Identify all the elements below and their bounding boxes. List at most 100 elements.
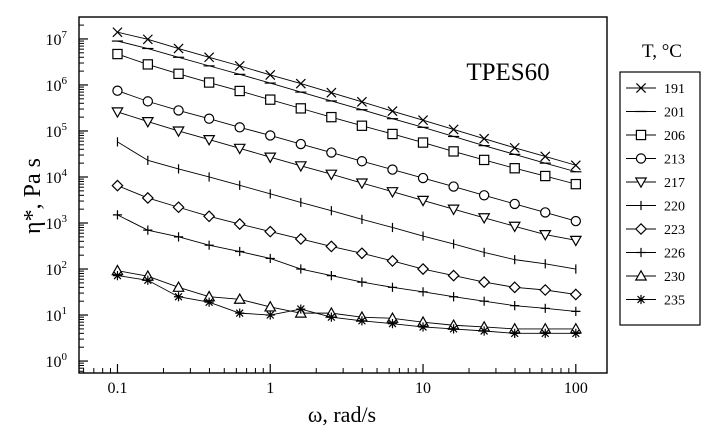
- data-point: [172, 201, 185, 214]
- data-point: [569, 235, 583, 247]
- x-axis-ticks: 0.1 1 10 100: [83, 364, 588, 397]
- legend-label: 217: [664, 176, 685, 191]
- data-point: [509, 142, 520, 153]
- data-point: [540, 151, 551, 162]
- data-point: [141, 116, 155, 129]
- data-point: [477, 213, 491, 225]
- data-point: [204, 240, 214, 250]
- legend-label: 230: [664, 270, 685, 285]
- data-point: [569, 288, 582, 301]
- data-point: [326, 111, 337, 123]
- data-point: [172, 280, 185, 292]
- data-point: [112, 48, 123, 60]
- data-point: [570, 215, 582, 227]
- data-point: [570, 178, 582, 190]
- data-point: [386, 254, 399, 267]
- y-tick-label: 104: [46, 167, 68, 187]
- data-point: [355, 178, 369, 190]
- data-point: [387, 164, 398, 175]
- data-point: [447, 269, 460, 282]
- data-point: [447, 204, 460, 216]
- data-point: [265, 253, 275, 264]
- data-point: [509, 163, 520, 174]
- series-line: [117, 275, 576, 334]
- legend-label: 201: [664, 106, 685, 121]
- y-axis-label: η*, Pa s: [20, 158, 46, 234]
- data-point: [233, 143, 246, 155]
- x-tick-label: 1: [266, 380, 274, 397]
- data-point: [508, 221, 521, 233]
- legend-label: 226: [664, 247, 685, 262]
- data-point: [570, 160, 581, 171]
- series-line: [117, 185, 576, 295]
- data-point: [111, 179, 124, 192]
- legend-marker: [634, 177, 648, 189]
- legend-marker: [635, 129, 647, 141]
- data-point: [294, 232, 307, 246]
- data-point: [204, 52, 215, 63]
- legend: T, °C 191 201 206 213 217 220 223 226 230 235: [619, 41, 701, 326]
- x-tick-label: 0.1: [107, 380, 127, 397]
- data-point: [233, 292, 246, 304]
- data-point: [387, 106, 398, 117]
- legend-marker: [634, 269, 648, 281]
- data-point: [142, 96, 154, 107]
- legend-item-230: 230: [626, 269, 685, 285]
- series-layer: [111, 27, 583, 338]
- series-206: [112, 48, 582, 190]
- data-point: [142, 34, 153, 45]
- data-point: [173, 105, 184, 116]
- x-axis-label: ω, rad/s: [308, 402, 376, 427]
- data-point: [173, 232, 184, 242]
- data-point: [325, 169, 338, 181]
- data-point: [448, 146, 459, 157]
- legend-label: 235: [664, 294, 685, 309]
- data-point: [387, 319, 398, 329]
- y-axis-ticks: 100 101 102 103 104 105 106 107: [46, 16, 88, 372]
- data-point: [356, 120, 368, 131]
- legend-item-226: 226: [626, 247, 685, 262]
- data-point: [203, 210, 216, 223]
- legend-marker: [634, 222, 648, 236]
- data-point: [295, 138, 307, 150]
- data-point: [416, 262, 430, 276]
- data-point: [234, 122, 245, 133]
- y-tick-label: 100: [46, 351, 68, 371]
- series-220: [116, 137, 577, 274]
- series-191: [112, 27, 581, 171]
- data-point: [112, 270, 123, 281]
- series-201: [111, 40, 582, 173]
- data-point: [265, 94, 276, 105]
- data-point: [234, 60, 245, 71]
- data-point: [326, 147, 337, 158]
- legend-item-223: 223: [626, 222, 685, 238]
- y-tick-label: 102: [46, 259, 68, 279]
- series-213: [112, 85, 582, 227]
- legend-label: 223: [664, 223, 685, 238]
- data-point: [233, 217, 246, 231]
- series-line: [117, 53, 576, 185]
- data-point: [295, 103, 307, 114]
- data-point: [142, 59, 154, 70]
- legend-marker: [636, 294, 646, 305]
- data-point: [264, 225, 277, 238]
- legend-item-191: 191: [626, 82, 685, 97]
- legend-marker: [635, 153, 647, 164]
- series-235: [112, 270, 581, 338]
- legend-label: 220: [664, 200, 685, 215]
- data-point: [141, 191, 154, 205]
- data-point: [540, 207, 551, 218]
- data-point: [479, 326, 489, 336]
- data-point: [539, 283, 552, 297]
- data-point: [173, 43, 184, 54]
- data-point: [295, 78, 306, 89]
- legend-label: 206: [664, 129, 685, 144]
- data-point: [510, 301, 520, 311]
- data-point: [296, 304, 306, 314]
- data-point: [478, 276, 491, 289]
- legend-item-201: 201: [626, 106, 685, 121]
- data-point: [448, 124, 459, 135]
- data-point: [112, 210, 123, 220]
- data-point: [265, 69, 276, 80]
